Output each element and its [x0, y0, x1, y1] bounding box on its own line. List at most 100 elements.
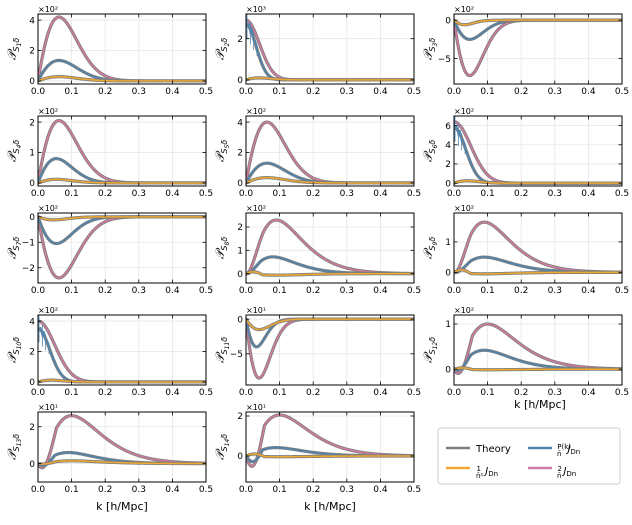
x-tick-label: 0.2 — [514, 388, 528, 398]
y-tick-label: 2 — [237, 35, 243, 45]
x-tick-label: 0.5 — [199, 286, 213, 296]
x-tick-label: 0.0 — [447, 388, 462, 398]
y-axis-label: 𝒫S2δ — [213, 38, 231, 61]
series-group — [38, 414, 206, 470]
x-tick-label: 0.0 — [31, 286, 46, 296]
subplot-7: 0.0 0.1 0.2 0.3 0.4 0.5 −2 −1 0×10² 𝒫S7δ — [5, 204, 213, 296]
scale-factor-label: ×10² — [454, 5, 474, 14]
series-group — [38, 315, 206, 384]
ylabel-sub: S — [220, 47, 229, 52]
x-tick-label: 0.3 — [132, 189, 146, 199]
axes-frame — [37, 115, 207, 187]
series-line-one_over_nbar — [38, 460, 206, 465]
y-tick-label: 0 — [29, 378, 35, 388]
axes-frame — [245, 411, 415, 483]
ylabel-delta: δ — [12, 434, 21, 439]
series-line-one_over_nbar — [454, 367, 622, 371]
x-tick-label: 0.1 — [480, 286, 494, 296]
legend-entry-pk-jdn: P(k) n̄ JDn — [528, 443, 580, 458]
ylabel-subsub: 3 — [432, 43, 439, 47]
series-line-one_over_nbar — [38, 178, 206, 184]
ylabel-subsub: 10 — [16, 342, 23, 350]
ylabel-subsub: 1 — [16, 43, 23, 47]
grid — [246, 116, 414, 186]
plot-area — [454, 14, 622, 84]
y-tick-label: 0 — [445, 16, 451, 26]
y-tick-label: 0 — [237, 452, 243, 462]
ylabel-sub: S — [12, 47, 21, 52]
series-line-one_over_nbar — [246, 176, 414, 184]
ylabel-subsub: 8 — [224, 242, 231, 246]
x-tick-label: 0.2 — [514, 286, 528, 296]
x-tick-label: 0.0 — [447, 87, 462, 97]
x-ticks: 0.0 0.1 0.2 0.3 0.4 0.5 — [447, 213, 629, 296]
x-tick-label: 0.3 — [548, 286, 562, 296]
y-tick-label: 0 — [29, 179, 35, 189]
series-line-one_over_nbar — [454, 269, 622, 275]
x-tick-label: 0.4 — [581, 388, 596, 398]
x-tick-label: 0.4 — [581, 87, 596, 97]
legend-frame — [437, 427, 621, 485]
x-tick-label: 0.1 — [272, 286, 286, 296]
x-ticks: 0.0 0.1 0.2 0.3 0.4 0.5 — [239, 116, 421, 199]
scale-factor-label: ×10² — [454, 107, 474, 116]
ylabel-delta: δ — [220, 237, 229, 242]
x-ticks: 0.0 0.1 0.2 0.3 0.4 0.5 — [31, 213, 213, 296]
legend-label-theory: Theory — [475, 444, 511, 455]
x-tick-label: 0.5 — [199, 485, 213, 495]
series-group — [246, 14, 414, 82]
y-ticks: 01 — [445, 238, 622, 279]
x-axis-label-col3: k [h/Mpc] — [514, 398, 566, 411]
x-ticks: 0.0 0.1 0.2 0.3 0.4 0.5 — [447, 14, 629, 97]
y-tick-label: 0 — [29, 460, 35, 470]
x-tick-label: 0.4 — [373, 87, 388, 97]
y-axis-label: 𝒫S1δ — [5, 38, 23, 61]
x-tick-label: 0.3 — [132, 485, 146, 495]
series-line-one_over_nbar — [246, 318, 414, 331]
series-line-one_over_nbar — [38, 379, 206, 383]
legend-entry-theory: Theory — [446, 444, 511, 455]
subplot-8: 0.0 0.1 0.2 0.3 0.4 0.5 0 1 2 ×10² 𝒫S8δ — [213, 204, 421, 296]
ylabel-sub: S — [428, 349, 437, 354]
ylabel-delta: δ — [220, 140, 229, 145]
subplot-1: 0.0 0.1 0.2 0.3 0.4 0.5 0 2 4×10² 𝒫S1δ — [5, 5, 213, 97]
x-tick-label: 0.2 — [98, 485, 112, 495]
x-tick-label: 0.3 — [548, 87, 562, 97]
ylabel-sub: S — [428, 246, 437, 251]
x-tick-label: 0.5 — [407, 87, 421, 97]
scale-factor-label: ×10² — [454, 306, 474, 315]
y-tick-label: 2 — [445, 160, 451, 170]
y-ticks: −2 −1 0 — [22, 213, 206, 274]
y-axis-label: 𝒫S11δ — [213, 337, 231, 363]
x-tick-label: 0.2 — [514, 87, 528, 97]
x-tick-label: 0.1 — [272, 388, 286, 398]
x-ticks: 0.0 0.1 0.2 0.3 0.4 0.5 — [31, 14, 213, 97]
subplot-5: 0.0 0.1 0.2 0.3 0.4 0.5 0 2 4×10² 𝒫S5δ — [213, 107, 421, 199]
ylabel-delta: δ — [428, 237, 437, 242]
axes-frame — [245, 13, 415, 85]
y-axis-label: 𝒫S6δ — [421, 140, 439, 163]
x-tick-label: 0.0 — [239, 388, 254, 398]
ylabel-subsub: 9 — [432, 242, 439, 246]
x-tick-label: 0.4 — [165, 388, 180, 398]
x-tick-label: 0.5 — [615, 189, 629, 199]
y-tick-label: −5 — [230, 350, 243, 360]
scale-factor-label: ×10¹ — [246, 403, 266, 412]
ylabel-sub: S — [12, 446, 21, 451]
scale-factor-label: ×10² — [454, 204, 474, 213]
ylabel-subsub: 6 — [432, 145, 439, 149]
x-tick-label: 0.2 — [306, 87, 320, 97]
ylabel-delta: δ — [220, 337, 229, 342]
x-tick-label: 0.4 — [165, 286, 180, 296]
x-tick-label: 0.1 — [272, 189, 286, 199]
y-tick-label: 0 — [237, 315, 243, 325]
subplot-4: 0.0 0.1 0.2 0.3 0.4 0.5 0 1 2×10² 𝒫S4δ — [5, 107, 213, 199]
y-tick-label: 1 — [445, 320, 451, 330]
y-axis-label: 𝒫S7δ — [5, 237, 23, 260]
y-ticks: −5 0 — [230, 315, 414, 360]
x-tick-label: 0.3 — [340, 388, 354, 398]
scale-factor-label: ×10² — [38, 107, 58, 116]
